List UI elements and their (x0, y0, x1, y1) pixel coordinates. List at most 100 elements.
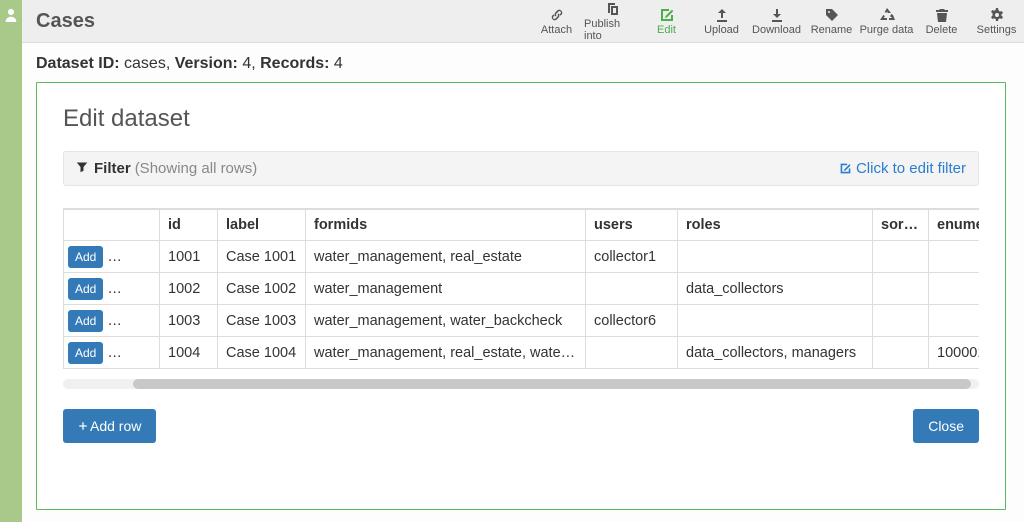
page-title: Cases (36, 10, 95, 33)
toolbar-upload[interactable]: Upload (694, 0, 749, 42)
toolbar-download[interactable]: Download (749, 0, 804, 42)
cell-roles[interactable] (678, 305, 873, 337)
data-table: idlabelformidsusersrolessortbyenumerator… (63, 209, 979, 369)
upload-icon (714, 7, 730, 23)
recycle-icon (879, 7, 895, 23)
user-icon (4, 8, 18, 522)
toolbar-purge[interactable]: Purge data (859, 0, 914, 42)
table-row: Add Delete 1003Case 1003water_management… (64, 305, 980, 337)
table-row: Add Delete 1002Case 1002water_management… (64, 273, 980, 305)
table-row: Add Delete 1001Case 1001water_management… (64, 241, 980, 273)
row-actions: Add Delete (64, 241, 160, 273)
cell-users[interactable] (586, 273, 678, 305)
col-users: users (586, 210, 678, 241)
download-icon (769, 7, 785, 23)
row-add-button[interactable]: Add (68, 246, 103, 268)
cell-id[interactable]: 1002 (160, 273, 218, 305)
cell-roles[interactable]: data_collectors, managers (678, 337, 873, 369)
edit-filter-link[interactable]: Click to edit filter (839, 160, 966, 177)
row-delete-button[interactable]: Delete (107, 277, 159, 299)
toolbar-label: Publish into (584, 18, 639, 42)
col-id: id (160, 210, 218, 241)
row-delete-button[interactable]: Delete (107, 341, 159, 363)
pencil-sq-icon (659, 7, 675, 23)
row-add-button[interactable]: Add (68, 342, 103, 364)
row-actions: Add Delete (64, 337, 160, 369)
cell-users[interactable]: collector1 (586, 241, 678, 273)
trash-icon (934, 7, 950, 23)
edit-dataset-panel: Edit dataset Filter (Showing all rows) C… (36, 82, 1006, 510)
toolbar-delete[interactable]: Delete (914, 0, 969, 42)
toolbar-publish[interactable]: Publish into (584, 0, 639, 42)
cell-id[interactable]: 1003 (160, 305, 218, 337)
cell-formids[interactable]: water_management, water_backcheck (306, 305, 586, 337)
toolbar-attach[interactable]: Attach (529, 0, 584, 42)
cell-label[interactable]: Case 1003 (218, 305, 306, 337)
toolbar-label: Settings (977, 24, 1017, 36)
cell-roles[interactable] (678, 241, 873, 273)
panel-footer: Add row Close (63, 409, 979, 443)
gear-icon (989, 7, 1005, 23)
trash-icon (114, 251, 124, 261)
row-actions: Add Delete (64, 273, 160, 305)
row-add-button[interactable]: Add (68, 310, 103, 332)
col-actions (64, 210, 160, 241)
toolbar-edit[interactable]: Edit (639, 0, 694, 42)
toolbar-label: Upload (704, 24, 739, 36)
cell-formids[interactable]: water_management, real_estate, wate… (306, 337, 586, 369)
row-delete-button[interactable]: Delete (107, 245, 159, 267)
cell-sortby[interactable] (873, 241, 929, 273)
trash-icon (114, 283, 124, 293)
cell-enum[interactable] (929, 273, 980, 305)
add-row-button[interactable]: Add row (63, 409, 156, 443)
h-scrollbar-thumb[interactable] (133, 379, 971, 389)
toolbar-label: Rename (811, 24, 853, 36)
col-enum: enumerators (929, 210, 980, 241)
tag-icon (824, 7, 840, 23)
table-row: Add Delete 1004Case 1004water_management… (64, 337, 980, 369)
cell-label[interactable]: Case 1004 (218, 337, 306, 369)
toolbar-label: Download (752, 24, 801, 36)
toolbar-label: Purge data (860, 24, 914, 36)
cell-formids[interactable]: water_management, real_estate (306, 241, 586, 273)
dataset-meta: Dataset ID: cases, Version: 4, Records: … (22, 43, 1024, 81)
cell-label[interactable]: Case 1001 (218, 241, 306, 273)
link-icon (549, 7, 565, 23)
row-add-button[interactable]: Add (68, 278, 103, 300)
col-formids: formids (306, 210, 586, 241)
row-actions: Add Delete (64, 305, 160, 337)
cell-sortby[interactable] (873, 337, 929, 369)
table-wrap: idlabelformidsusersrolessortbyenumerator… (63, 208, 979, 369)
col-label: label (218, 210, 306, 241)
panel-heading: Edit dataset (63, 105, 979, 133)
cell-id[interactable]: 1004 (160, 337, 218, 369)
cell-enum[interactable] (929, 241, 980, 273)
pencil-icon (839, 162, 852, 175)
cell-sortby[interactable] (873, 305, 929, 337)
cell-formids[interactable]: water_management (306, 273, 586, 305)
toolbar-label: Edit (657, 24, 676, 36)
cell-users[interactable]: collector6 (586, 305, 678, 337)
cell-enum[interactable]: 100001 (929, 337, 980, 369)
toolbar-settings[interactable]: Settings (969, 0, 1024, 42)
h-scrollbar[interactable] (63, 379, 979, 389)
filter-status: (Showing all rows) (135, 160, 258, 177)
toolbar-label: Attach (541, 24, 572, 36)
cell-label[interactable]: Case 1002 (218, 273, 306, 305)
cell-sortby[interactable] (873, 273, 929, 305)
toolbar-rename[interactable]: Rename (804, 0, 859, 42)
trash-icon (114, 347, 124, 357)
row-delete-button[interactable]: Delete (107, 309, 159, 331)
toolbar-label: Delete (926, 24, 958, 36)
cell-id[interactable]: 1001 (160, 241, 218, 273)
trash-icon (114, 315, 124, 325)
filter-icon (76, 160, 94, 177)
topbar: Cases Attach Publish into Edit Upload Downlo… (22, 0, 1024, 43)
toolbar: Attach Publish into Edit Upload Download Rena… (529, 0, 1024, 42)
cell-users[interactable] (586, 337, 678, 369)
cell-roles[interactable]: data_collectors (678, 273, 873, 305)
filter-label: Filter (94, 160, 131, 177)
close-button[interactable]: Close (913, 409, 979, 443)
col-sortby: sortby (873, 210, 929, 241)
cell-enum[interactable] (929, 305, 980, 337)
